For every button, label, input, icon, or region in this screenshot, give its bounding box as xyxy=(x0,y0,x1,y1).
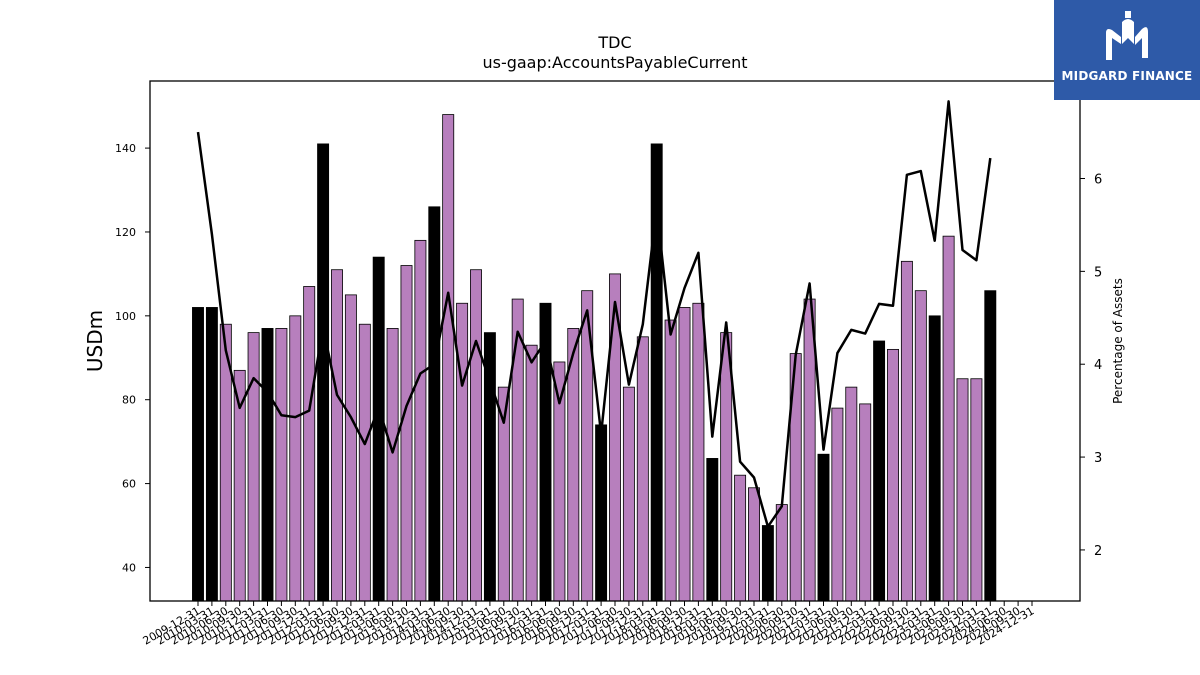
y2-tick-label: 4 xyxy=(1094,358,1102,373)
bar-2014-09-30 xyxy=(456,302,469,602)
bar-2011-03-31 xyxy=(261,328,274,602)
y-tick-label: 80 xyxy=(122,394,136,407)
bar-2022-12-31 xyxy=(914,290,927,602)
y2-tick-label: 2 xyxy=(1094,544,1102,559)
bar-2013-03-31 xyxy=(372,256,385,602)
bar-2020-06-30 xyxy=(775,504,788,602)
x-axis: 2009-12-312010-03-312010-06-302010-09-30… xyxy=(141,601,1037,648)
bar-2022-03-31 xyxy=(873,340,886,602)
y-axis-label-right: Percentage of Assets xyxy=(1111,278,1125,404)
bar-2024-03-31 xyxy=(984,290,997,602)
bar-2019-09-30 xyxy=(734,474,747,602)
y2-tick-label: 5 xyxy=(1094,265,1102,280)
y2-tick-label: 6 xyxy=(1094,173,1102,188)
bar-2021-12-31 xyxy=(859,403,872,602)
bar-2010-03-31 xyxy=(205,307,218,602)
bar-2010-12-31 xyxy=(247,332,260,602)
bar-2015-12-31 xyxy=(525,344,538,602)
bar-2014-06-30 xyxy=(442,114,455,602)
midgard-logo-icon xyxy=(1106,11,1148,60)
brand-logo-text: MIDGARD FINANCE xyxy=(1061,69,1193,83)
bar-2017-09-30 xyxy=(622,386,635,602)
y-tick-label: 40 xyxy=(122,561,136,574)
bar-2017-12-31 xyxy=(636,336,649,602)
percentage-of-assets-line xyxy=(196,100,992,528)
bar-2011-09-30 xyxy=(289,315,302,602)
bar-2023-09-30 xyxy=(956,378,969,602)
bar-2018-12-31 xyxy=(692,302,705,602)
bar-2018-09-30 xyxy=(678,307,691,602)
bar-2018-06-30 xyxy=(664,319,677,602)
y-axis-right: 2 3 4 5 6 xyxy=(1080,173,1102,559)
bar-2017-03-31 xyxy=(595,424,608,602)
bar-2014-03-31 xyxy=(428,206,441,602)
bar-2022-09-30 xyxy=(900,260,913,602)
y2-tick-label: 3 xyxy=(1094,451,1102,466)
bar-2021-06-30 xyxy=(831,407,844,602)
bar-2013-12-31 xyxy=(414,239,427,602)
y-axis-left: 40 60 80 100 120 140 xyxy=(115,142,150,574)
bar-2023-06-30 xyxy=(942,235,955,602)
bar-2023-03-31 xyxy=(928,315,941,602)
y-axis-label-left: USDm xyxy=(83,310,107,372)
brand-logo: MIDGARD FINANCE xyxy=(1054,0,1200,100)
bar-2021-09-30 xyxy=(845,386,858,602)
bar-2013-09-30 xyxy=(400,265,413,602)
bar-2022-06-30 xyxy=(887,348,899,602)
bar-2023-12-31 xyxy=(970,378,983,602)
y-tick-label: 120 xyxy=(115,226,136,239)
bar-2011-12-31 xyxy=(303,286,316,602)
bar-2019-12-31 xyxy=(748,487,760,602)
bar-2012-12-31 xyxy=(358,323,371,602)
line-group xyxy=(196,100,992,528)
bar-2009-12-31 xyxy=(192,307,204,602)
chart-title: TDC xyxy=(597,33,631,52)
bar-2019-03-31 xyxy=(706,458,719,602)
bar-2014-12-31 xyxy=(470,269,482,602)
bar-2015-09-30 xyxy=(511,298,524,602)
bars-group xyxy=(192,114,997,602)
bar-2012-06-30 xyxy=(331,269,343,602)
y-tick-label: 60 xyxy=(122,478,136,491)
y-tick-label: 140 xyxy=(115,142,136,155)
bar-2012-03-31 xyxy=(317,143,330,602)
chart-subtitle: us-gaap:AccountsPayableCurrent xyxy=(482,53,747,72)
bar-2011-06-30 xyxy=(275,328,288,602)
bar-2021-03-31 xyxy=(817,453,830,602)
y-tick-label: 100 xyxy=(115,310,136,323)
bar-2013-06-30 xyxy=(386,328,399,602)
bar-2020-03-31 xyxy=(761,525,774,602)
bar-2012-09-30 xyxy=(344,294,357,602)
